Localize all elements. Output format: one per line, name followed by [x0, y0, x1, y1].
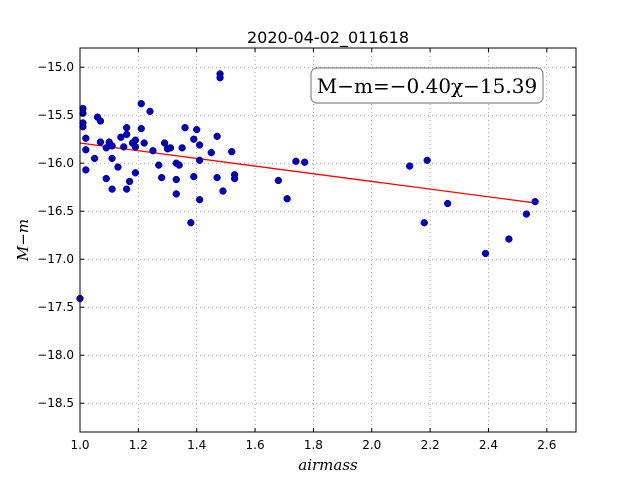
data-point	[117, 133, 125, 141]
plot-frame	[79, 47, 577, 433]
data-point	[102, 174, 110, 183]
equation-annotation: M−m=−0.40χ−15.39	[317, 74, 537, 98]
data-points	[76, 70, 539, 303]
y-tick-label: −15.0	[37, 60, 74, 74]
data-point	[108, 185, 116, 193]
y-tick-label: −15.5	[37, 108, 74, 122]
x-tick-label: 2.4	[479, 438, 498, 452]
data-point	[149, 147, 157, 155]
data-point	[82, 134, 90, 142]
data-point	[228, 148, 236, 156]
y-tick-label: −17.5	[37, 300, 74, 314]
data-point	[193, 125, 201, 134]
y-tick-label: −18.0	[37, 348, 74, 362]
data-point	[216, 74, 224, 82]
data-point	[137, 124, 145, 133]
data-point	[195, 196, 204, 204]
data-point	[114, 163, 122, 171]
data-point	[522, 210, 531, 218]
data-point	[213, 173, 221, 182]
x-axis-label: airmass	[298, 456, 358, 474]
data-point	[207, 148, 215, 157]
data-point	[79, 123, 87, 131]
data-point	[195, 156, 204, 164]
data-point	[175, 161, 183, 169]
data-point	[131, 143, 140, 151]
data-point	[190, 172, 198, 181]
data-point	[283, 195, 291, 203]
data-point	[160, 139, 169, 147]
data-point	[96, 117, 105, 125]
data-point	[137, 100, 145, 108]
y-tick-label: −18.5	[37, 396, 74, 410]
data-point	[146, 107, 154, 116]
x-tick-label: 1.8	[304, 438, 323, 452]
data-point	[531, 197, 539, 206]
data-point	[123, 124, 131, 132]
x-tick-label: 1.4	[187, 438, 206, 452]
data-point	[230, 174, 239, 183]
data-point	[82, 166, 90, 174]
data-point	[481, 249, 490, 258]
data-point	[155, 161, 163, 169]
data-point	[406, 162, 414, 170]
data-point	[158, 173, 166, 182]
x-tick-label: 2.0	[362, 438, 381, 452]
equation-box	[310, 67, 544, 104]
data-point	[131, 169, 140, 177]
data-point	[187, 219, 195, 227]
x-tick-label: 2.6	[537, 438, 556, 452]
data-point	[181, 124, 189, 132]
data-point	[131, 136, 140, 144]
data-point	[505, 235, 513, 243]
data-point	[274, 176, 283, 185]
data-point	[178, 144, 186, 152]
data-point	[172, 175, 180, 184]
data-point	[420, 219, 428, 227]
x-tick-label: 1.6	[246, 438, 265, 452]
data-point	[166, 144, 175, 152]
x-tick-label: 1.0	[70, 438, 89, 452]
y-tick-label: −16.5	[37, 204, 74, 218]
data-point	[443, 199, 452, 208]
data-point	[195, 141, 204, 149]
y-axis-label: M−m	[14, 219, 32, 262]
data-point	[120, 143, 128, 151]
x-tick-label: 2.2	[421, 438, 440, 452]
axis-ticks: 1.0 1.2 1.4 1.6 1.8 2.0 2.2 2.4 2.6 −15.0 −15.5 −16…	[37, 48, 576, 452]
y-tick-label: −17.0	[37, 252, 74, 266]
y-tick-label: −16.0	[37, 156, 74, 170]
chart-title: 2020-04-02_011618	[247, 28, 409, 48]
data-point	[213, 132, 221, 140]
data-point	[301, 158, 309, 166]
data-point	[96, 138, 105, 146]
grid-lines	[79, 48, 576, 432]
data-point	[108, 142, 116, 150]
data-point	[140, 139, 148, 147]
data-point	[423, 156, 431, 164]
data-point	[292, 157, 300, 165]
data-point	[219, 187, 227, 195]
data-point	[108, 154, 116, 163]
data-point	[123, 185, 131, 193]
x-tick-label: 1.2	[129, 438, 148, 452]
data-point	[125, 177, 134, 186]
data-point	[82, 146, 90, 154]
fit-line	[79, 142, 536, 204]
data-point	[172, 190, 180, 198]
data-point	[190, 135, 198, 143]
data-point	[123, 130, 131, 139]
data-point	[90, 154, 99, 163]
